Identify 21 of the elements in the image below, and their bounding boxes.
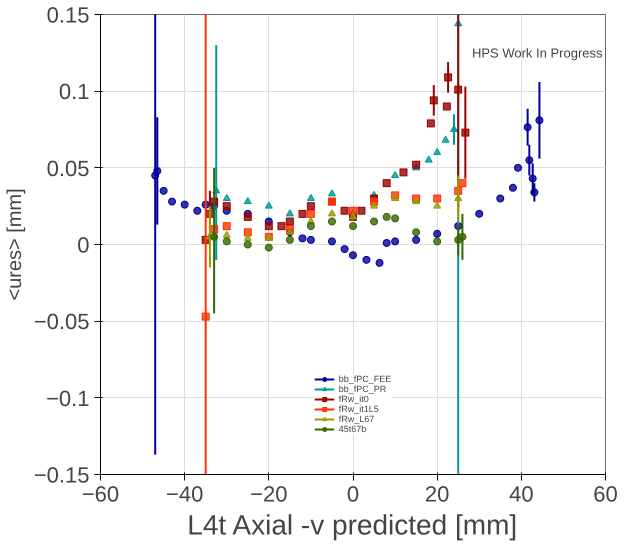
y-tick-label: −0.1 [46, 386, 90, 411]
legend-label: fRw_L67 [338, 414, 374, 424]
x-tick-label: 60 [593, 482, 618, 506]
y-tick-label: −0.05 [34, 309, 90, 334]
x-tick-label: 20 [424, 482, 450, 506]
x-axis-title: L4t Axial -v predicted [mm] [187, 510, 518, 540]
legend-label: bb_fPC_FEE [338, 374, 392, 384]
x-tick-label: −20 [250, 482, 288, 506]
x-tick-label: −40 [166, 482, 204, 506]
y-tick-label: 0.1 [58, 79, 90, 104]
y-tick-label: 0 [77, 232, 90, 258]
y-tick-label: 0.15 [46, 2, 90, 28]
annotation: HPS Work In Progress [472, 46, 603, 60]
legend-label: fRw_it1L5 [338, 404, 379, 414]
x-tick-label: 40 [509, 482, 534, 506]
y-axis-title: <ures> [mm] [4, 188, 26, 301]
y-tick-label: 0.05 [46, 156, 90, 181]
legend-label: fRw_it0 [338, 394, 369, 404]
legend-label: 45t67b [338, 424, 366, 434]
legend-label: bb_fPC_PR [338, 384, 386, 394]
x-tick-label: 0 [346, 482, 360, 506]
